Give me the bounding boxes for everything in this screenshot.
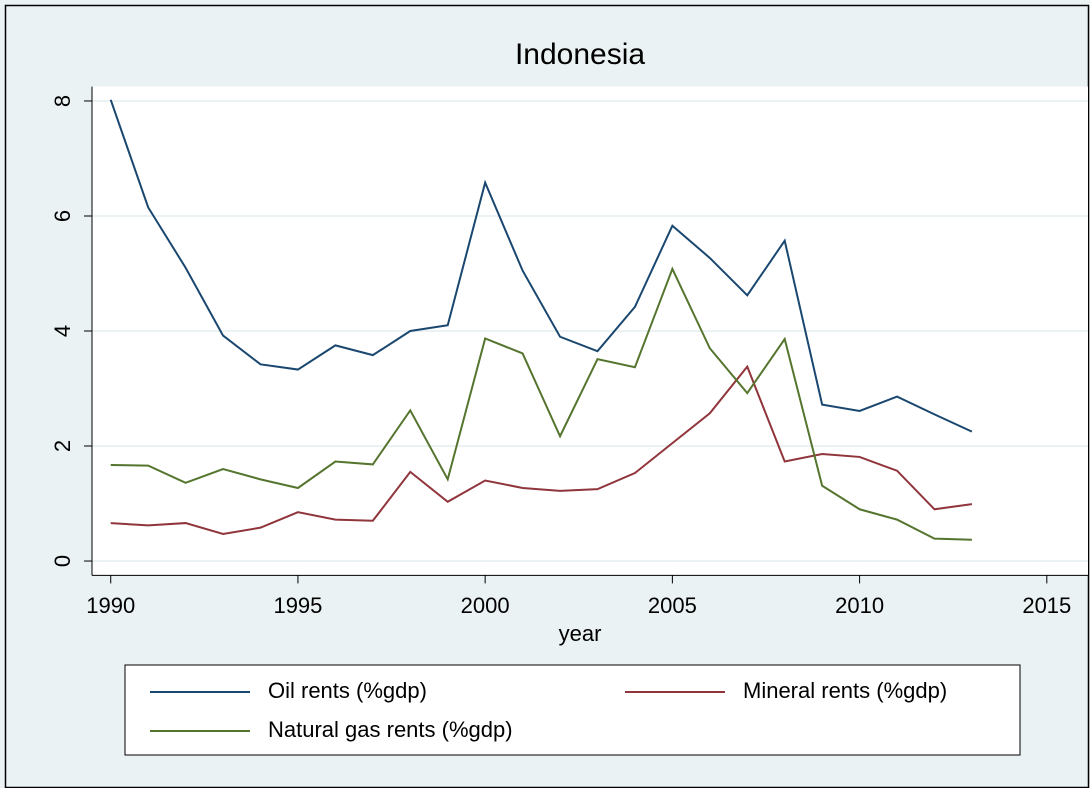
line bbox=[109, 99, 973, 433]
legend-label: Oil rents (%gdp) bbox=[268, 678, 427, 703]
x-tick-label: 1990 bbox=[86, 593, 135, 618]
y-tick-label: 0 bbox=[50, 555, 75, 567]
line bbox=[110, 364, 973, 536]
x-tick-label: 2005 bbox=[648, 593, 697, 618]
chart-title: Indonesia bbox=[515, 38, 645, 71]
x-tick-label: 2015 bbox=[1022, 593, 1071, 618]
y-tick-label: 8 bbox=[50, 95, 75, 107]
legend-label: Mineral rents (%gdp) bbox=[743, 678, 947, 703]
x-tick-label: 2000 bbox=[461, 593, 510, 618]
x-axis-label: year bbox=[559, 621, 602, 646]
x-tick-label: 1995 bbox=[273, 593, 322, 618]
y-tick-label: 6 bbox=[50, 210, 75, 222]
legend-box bbox=[124, 664, 1021, 756]
y-tick-label: 4 bbox=[50, 325, 75, 337]
x-tick-label: 2010 bbox=[835, 593, 884, 618]
y-tick-label: 2 bbox=[50, 440, 75, 452]
legend-label: Natural gas rents (%gdp) bbox=[268, 717, 513, 742]
line bbox=[110, 266, 972, 541]
